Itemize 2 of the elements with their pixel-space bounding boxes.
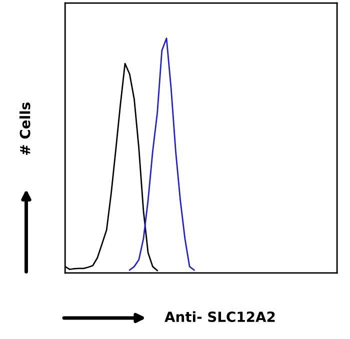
y-axis-title: # Cells (20, 102, 30, 155)
x-axis-title: Anti- SLC12A2 (164, 311, 275, 322)
